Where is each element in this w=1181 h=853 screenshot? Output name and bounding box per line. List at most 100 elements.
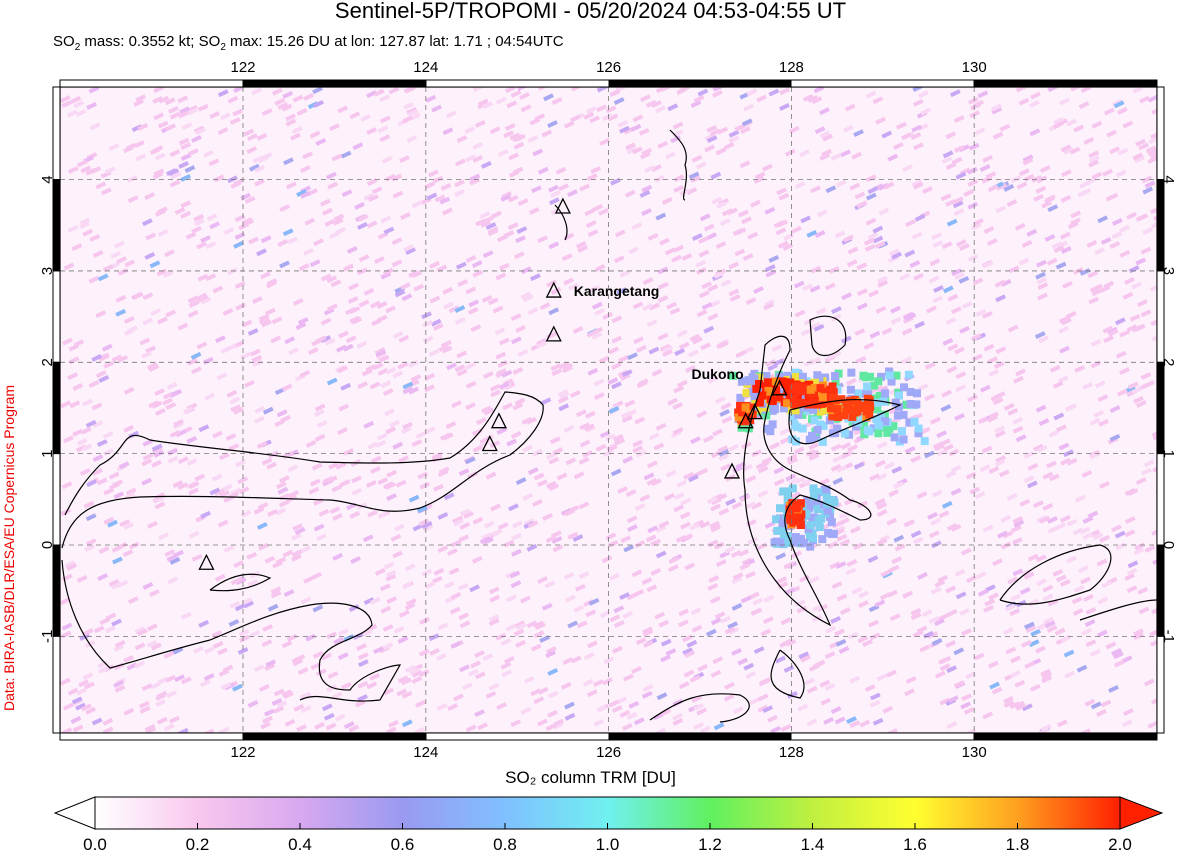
- so2-pixel: [857, 635, 869, 644]
- so2-pixel: [357, 214, 369, 222]
- so2-pixel: [523, 518, 535, 526]
- so2-pixel: [531, 185, 542, 194]
- so2-pixel: [246, 146, 258, 155]
- so2-pixel: [498, 149, 509, 157]
- so2-pixel: [924, 393, 935, 402]
- so2-pixel: [91, 402, 103, 411]
- so2-pixel: [177, 456, 189, 465]
- so2-pixel: [436, 652, 447, 661]
- so2-pixel: [234, 603, 246, 612]
- so2-pixel: [1121, 655, 1133, 664]
- so2-pixel: [1082, 381, 1094, 390]
- so2-pixel: [309, 259, 321, 268]
- so2-pixel: [400, 426, 412, 435]
- so2-pixel: [715, 241, 727, 249]
- so2-pixel: [955, 239, 967, 247]
- so2-pixel: [706, 232, 717, 241]
- so2-pixel: [377, 511, 389, 520]
- so2-pixel: [995, 294, 1006, 303]
- so2-pixel: [844, 103, 856, 112]
- so2-pixel: [673, 244, 684, 253]
- so2-pixel: [958, 243, 970, 251]
- so2-pixel: [510, 89, 522, 98]
- so2-pixel: [125, 487, 137, 496]
- so2-pixel: [1087, 270, 1099, 279]
- so2-pixel: [108, 471, 120, 480]
- plume-pixel: [784, 537, 793, 546]
- so2-pixel: [677, 379, 688, 388]
- lon-tick-label: 128: [779, 744, 804, 761]
- so2-pixel: [1127, 381, 1139, 390]
- so2-pixel: [745, 501, 756, 510]
- so2-pixel: [954, 568, 966, 577]
- so2-pixel: [691, 233, 703, 241]
- so2-pixel: [404, 665, 416, 673]
- so2-pixel: [455, 261, 467, 270]
- plume-pixel: [764, 424, 773, 433]
- so2-pixel: [219, 490, 230, 498]
- so2-pixel: [536, 340, 547, 349]
- so2-pixel: [793, 446, 805, 455]
- so2-pixel: [1085, 639, 1097, 648]
- plume-pixel: [825, 416, 834, 425]
- so2-pixel: [585, 609, 597, 618]
- so2-pixel: [719, 409, 731, 417]
- so2-pixel: [874, 599, 886, 608]
- so2-pixel: [970, 222, 982, 231]
- so2-pixel: [706, 135, 718, 144]
- so2-pixel: [390, 533, 402, 542]
- plume-pixel: [892, 371, 901, 380]
- lat-tick-label: 0: [1160, 541, 1177, 549]
- so2-pixel: [114, 684, 126, 693]
- so2-pixel: [628, 246, 639, 255]
- so2-pixel: [545, 480, 557, 489]
- so2-pixel: [295, 322, 307, 330]
- volcano-triangle-icon: [490, 412, 507, 429]
- so2-pixel: [316, 420, 328, 428]
- so2-pixel: [650, 478, 662, 487]
- so2-pixel: [813, 323, 825, 332]
- so2-pixel: [401, 293, 413, 302]
- so2-pixel: [783, 561, 795, 570]
- so2-pixel: [264, 555, 276, 564]
- so2-pixel: [522, 492, 534, 501]
- so2-pixel: [586, 640, 598, 649]
- plume-pixel: [750, 379, 759, 388]
- so2-pixel: [650, 567, 662, 576]
- plume-pixel: [793, 423, 802, 432]
- so2-pixel: [1021, 703, 1033, 712]
- so2-pixel: [953, 115, 965, 123]
- so2-pixel: [1052, 568, 1064, 577]
- so2-pixel: [204, 392, 216, 401]
- so2-pixel: [683, 471, 694, 480]
- so2-pixel: [672, 712, 683, 721]
- so2-pixel: [487, 228, 499, 237]
- so2-pixel: [809, 575, 820, 584]
- so2-pixel: [927, 512, 938, 520]
- so2-pixel: [429, 295, 441, 304]
- so2-pixel: [673, 185, 685, 193]
- frame-bar: [790, 732, 975, 741]
- so2-pixel: [113, 240, 125, 249]
- so2-pixel: [190, 351, 202, 360]
- so2-pixel: [519, 91, 530, 100]
- volcano-label: Dukono: [692, 366, 744, 382]
- so2-pixel: [200, 296, 212, 305]
- so2-pixel: [904, 445, 916, 454]
- lat-tick-label: 4: [39, 175, 56, 183]
- so2-pixel: [154, 495, 165, 504]
- so2-pixel: [588, 597, 600, 606]
- so2-pixel: [905, 676, 917, 684]
- so2-pixel: [392, 330, 404, 339]
- so2-pixel: [943, 443, 954, 452]
- so2-pixel: [754, 171, 766, 180]
- so2-pixel: [86, 102, 97, 110]
- so2-pixel: [960, 547, 972, 556]
- so2-pixel: [165, 309, 177, 318]
- so2-pixel: [411, 669, 423, 678]
- so2-pixel: [893, 534, 905, 543]
- so2-pixel: [972, 277, 984, 286]
- so2-pixel: [862, 639, 873, 647]
- so2-pixel: [230, 404, 241, 413]
- so2-pixel: [1066, 118, 1078, 127]
